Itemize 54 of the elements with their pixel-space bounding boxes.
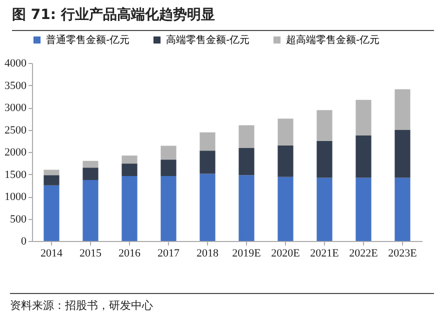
bar — [238, 125, 254, 148]
bar — [200, 174, 216, 241]
bar — [394, 130, 410, 178]
bar — [82, 168, 98, 180]
bar — [82, 180, 98, 241]
bar — [394, 178, 410, 241]
bar — [160, 146, 176, 160]
bar — [356, 178, 372, 241]
bar — [44, 170, 60, 176]
chart-title: 图 71: 行业产品高端化趋势明显 — [12, 6, 434, 31]
bar — [238, 148, 254, 176]
legend-label: 普通零售金额-亿元 — [46, 34, 130, 46]
x-tick-label: 2018 — [196, 248, 219, 260]
legend-label: 高端零售金额-亿元 — [166, 34, 250, 46]
legend-label: 超高端零售金额-亿元 — [286, 34, 380, 46]
bar — [394, 89, 410, 130]
y-tick-label: 2500 — [4, 124, 27, 136]
x-tick-label: 2014 — [40, 248, 63, 260]
bar — [356, 100, 372, 136]
bar — [44, 185, 60, 241]
bar — [278, 118, 294, 146]
y-tick-label: 0 — [21, 236, 27, 248]
x-tick-label: 2019E — [232, 248, 262, 260]
bar — [160, 160, 176, 176]
bar — [122, 164, 138, 176]
y-tick-label: 1500 — [4, 168, 27, 181]
bar — [82, 160, 98, 168]
y-tick-label: 3500 — [4, 80, 27, 92]
bar — [316, 140, 332, 178]
y-tick-label: 1000 — [4, 191, 27, 203]
bar — [122, 176, 138, 241]
y-tick-label: 2000 — [4, 146, 27, 158]
y-tick-label: 500 — [10, 213, 27, 226]
x-tick-label: 2016 — [118, 248, 141, 260]
bar — [356, 136, 372, 178]
bar — [316, 178, 332, 241]
bar — [160, 176, 176, 241]
bar — [122, 156, 138, 164]
bar — [278, 145, 294, 177]
x-tick-label: 2017 — [158, 248, 180, 260]
text: 资料来源：招股书，研发中心 — [10, 293, 434, 313]
bar — [200, 150, 216, 174]
x-tick-label: 2023E — [388, 248, 418, 260]
y-tick-label: 3000 — [4, 102, 27, 114]
x-tick-label: 2021E — [310, 248, 340, 260]
x-tick-label: 2022E — [349, 248, 378, 260]
bar — [238, 175, 254, 241]
bar — [278, 176, 294, 241]
bar — [316, 110, 332, 141]
bar — [44, 175, 60, 186]
bar — [200, 132, 216, 151]
x-tick-label: 2015 — [80, 248, 102, 260]
y-tick-label: 4000 — [4, 58, 27, 70]
x-tick-label: 2020E — [271, 248, 300, 260]
